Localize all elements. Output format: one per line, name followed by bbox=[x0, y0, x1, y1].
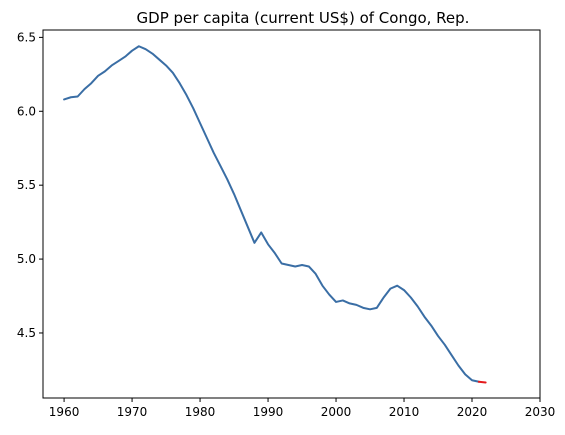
x-tick-label: 2010 bbox=[389, 405, 420, 419]
x-tick-label: 2030 bbox=[525, 405, 556, 419]
x-tick-label: 2000 bbox=[321, 405, 352, 419]
x-tick-label: 1990 bbox=[253, 405, 284, 419]
x-tick-label: 2020 bbox=[457, 405, 488, 419]
x-tick-label: 1970 bbox=[117, 405, 148, 419]
chart-title: GDP per capita (current US$) of Congo, R… bbox=[137, 9, 470, 27]
series-line-0 bbox=[63, 45, 480, 383]
y-axis-ticks: 4.5 5.0 5.5 6.0 6.5 bbox=[17, 30, 43, 340]
x-axis-ticks: 1960 1970 1980 1990 2000 2010 2020 2030 bbox=[49, 398, 555, 419]
y-tick-label: 6.5 bbox=[17, 30, 36, 44]
series-layer bbox=[63, 45, 487, 384]
y-tick-label: 6.0 bbox=[17, 104, 36, 118]
y-tick-label: 5.5 bbox=[17, 178, 36, 192]
y-tick-label: 4.5 bbox=[17, 326, 36, 340]
series-line-1 bbox=[477, 380, 487, 384]
x-tick-label: 1980 bbox=[185, 405, 216, 419]
plot-area-frame bbox=[42, 29, 541, 399]
x-tick-label: 1960 bbox=[49, 405, 80, 419]
y-tick-label: 5.0 bbox=[17, 252, 36, 266]
